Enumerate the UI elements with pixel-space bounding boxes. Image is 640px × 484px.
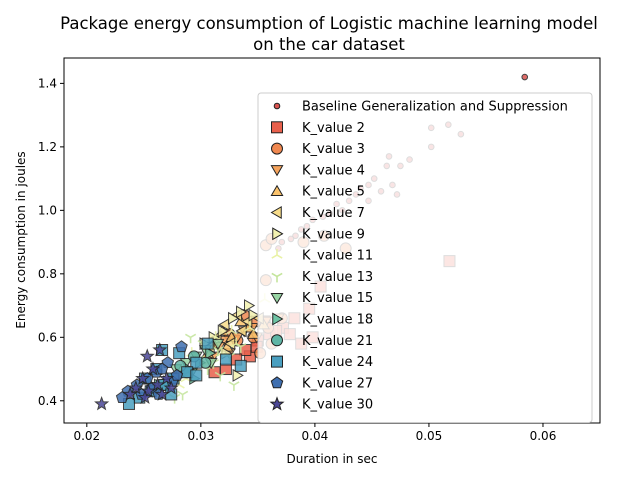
legend-label: Baseline Generalization and Suppression	[302, 100, 568, 115]
legend-label: K_value 2	[302, 121, 365, 136]
legend-label: K_value 18	[302, 313, 373, 328]
y-axis-label: Energy consumption in joules	[14, 151, 28, 328]
legend-label: K_value 27	[302, 376, 373, 391]
y-tick-label: 1.2	[38, 140, 57, 154]
x-tick-label: 0.05	[416, 429, 443, 443]
chart-title-line2: on the car dataset	[253, 35, 405, 54]
legend-marker	[272, 122, 283, 133]
x-tick-label: 0.02	[73, 429, 100, 443]
legend-label: K_value 4	[302, 163, 365, 178]
data-point	[191, 370, 202, 381]
y-tick-label: 1.0	[38, 203, 57, 217]
y-tick-label: 0.8	[38, 267, 57, 281]
data-point	[522, 74, 528, 80]
legend-marker	[272, 143, 283, 154]
legend-label: K_value 30	[302, 398, 373, 413]
legend-label: K_value 13	[302, 270, 373, 285]
data-point	[95, 397, 107, 409]
legend-label: K_value 15	[302, 291, 373, 306]
data-point	[220, 354, 231, 365]
x-tick-label: 0.06	[530, 429, 557, 443]
legend-marker	[272, 356, 283, 367]
legend-label: K_value 3	[302, 142, 365, 157]
x-tick-label: 0.04	[302, 429, 329, 443]
legend-marker	[272, 335, 283, 346]
legend-label: K_value 5	[302, 185, 365, 200]
y-tick-label: 0.6	[38, 330, 57, 344]
chart-title-line1: Package energy consumption of Logistic m…	[60, 14, 598, 33]
x-axis-label: Duration in sec	[287, 452, 378, 466]
legend-label: K_value 11	[302, 249, 373, 264]
legend-label: K_value 21	[302, 334, 373, 349]
legend-label: K_value 24	[302, 355, 373, 370]
data-point	[235, 360, 246, 371]
legend: Baseline Generalization and Suppression K…	[258, 93, 592, 423]
data-point	[202, 338, 213, 349]
data-point	[185, 334, 195, 343]
y-tick-label: 1.4	[38, 76, 57, 90]
legend-label: K_value 7	[302, 206, 365, 221]
data-point	[176, 341, 187, 352]
y-tick-label: 0.4	[38, 394, 57, 408]
legend-marker	[274, 103, 280, 109]
x-tick-label: 0.03	[187, 429, 214, 443]
legend-label: K_value 9	[302, 227, 365, 242]
data-point	[229, 382, 239, 391]
data-point	[141, 350, 153, 362]
